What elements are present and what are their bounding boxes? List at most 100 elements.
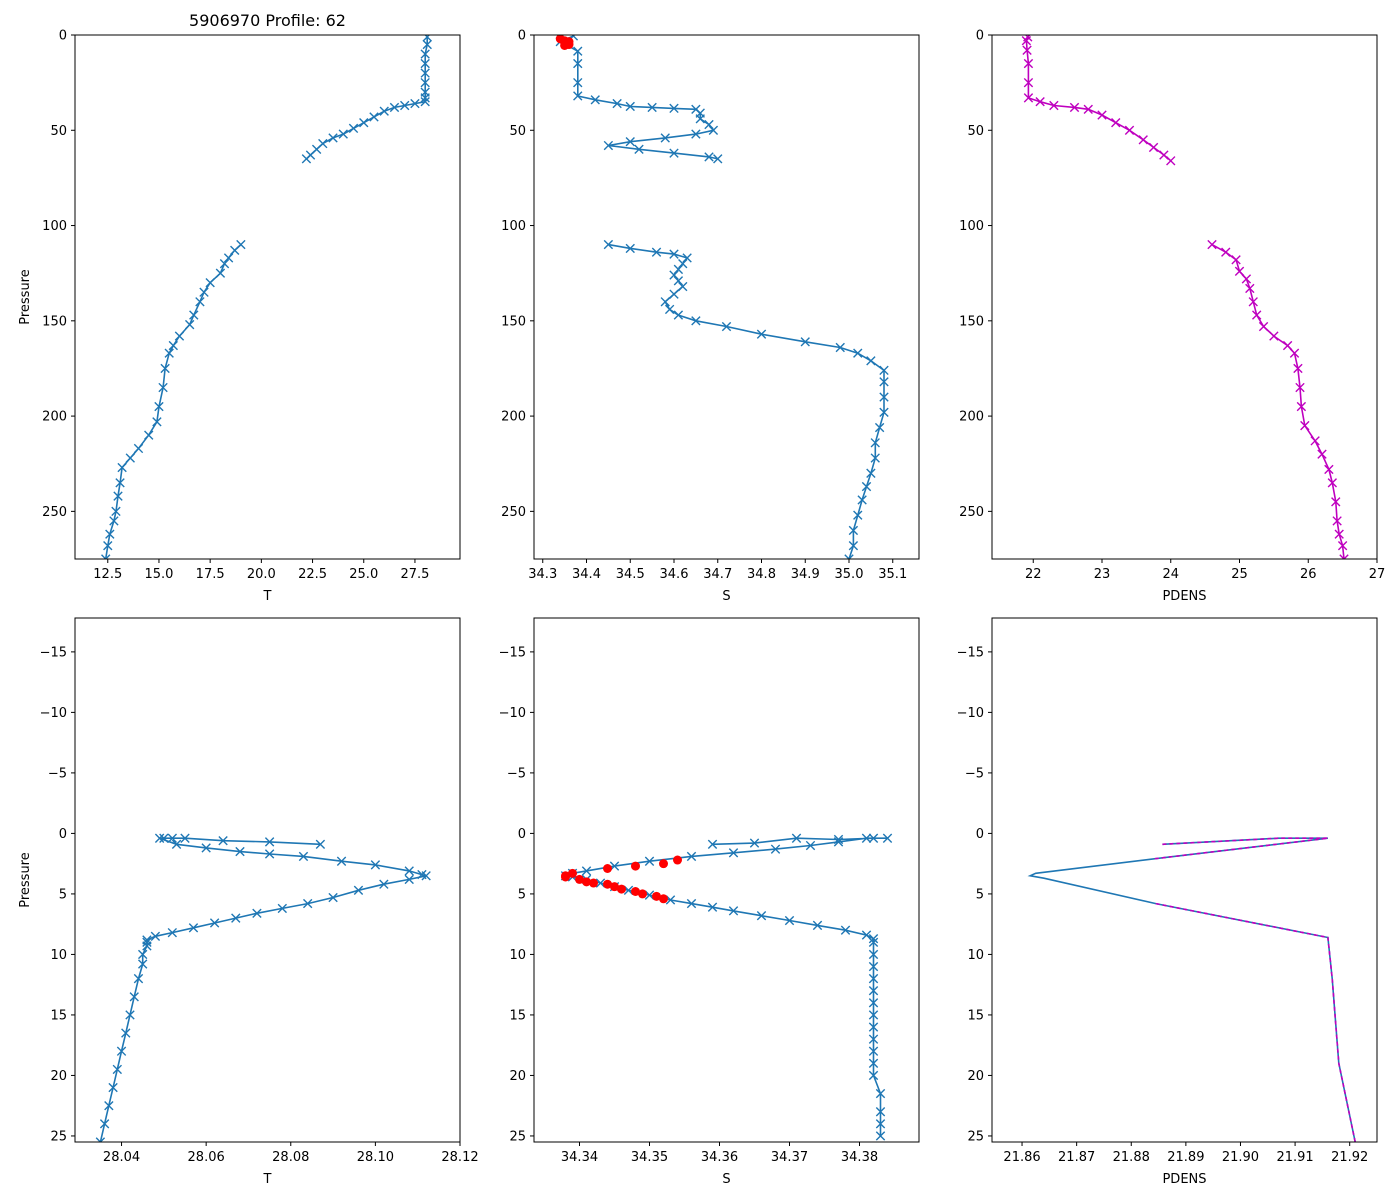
data-point-bottom-T-39 (112, 1064, 123, 1075)
data-point-top-PDENS-22 (1245, 283, 1255, 294)
y-tick-label-top-S-0: 0 (518, 29, 526, 44)
data-point-top-T-42 (117, 462, 127, 473)
data-point-top-T-45 (111, 506, 121, 517)
data-point-bottom-T-18 (379, 879, 389, 889)
series-line-top-PDENS-0 (1025, 36, 1172, 162)
x-tick-label-top-PDENS-3: 25 (1231, 567, 1248, 582)
data-point-top-S-28 (682, 253, 692, 263)
y-axis-label-bottom-T: Pressure (18, 852, 33, 908)
data-point-top-S-2 (573, 46, 583, 56)
data-point-top-S-57 (848, 540, 859, 551)
data-point-bottom-T-20 (328, 892, 338, 903)
data-point-top-T-14 (359, 117, 369, 128)
x-tick-label-bottom-T-3: 28.10 (357, 1150, 394, 1165)
x-tick-label-bottom-S-4: 34.38 (841, 1150, 878, 1165)
data-point-bottom-S-48 (875, 1131, 886, 1141)
data-point-bottom-S-28 (784, 915, 795, 926)
data-point-bottom-T-22 (277, 903, 288, 914)
data-point-top-PDENS-31 (1296, 401, 1307, 412)
data-point-bottom-S-36 (868, 973, 879, 984)
data-point-top-PDENS-30 (1295, 382, 1305, 393)
data-point-bottom-S-2 (791, 833, 802, 843)
flagged-point-bottom-S-3 (603, 864, 612, 874)
data-point-top-S-24 (603, 239, 614, 250)
data-point-bottom-T-0 (315, 839, 326, 849)
data-point-top-S-31 (669, 270, 679, 280)
y-tick-label-bottom-PDENS-5: 10 (967, 948, 984, 963)
data-point-top-S-50 (870, 438, 880, 448)
x-tick-label-top-T-5: 25.0 (349, 567, 378, 582)
data-point-top-S-37 (673, 310, 684, 320)
series-line-top-S-1 (608, 243, 885, 559)
data-point-bottom-T-23 (252, 908, 262, 918)
x-axis-label-top-PDENS: PDENS (1162, 589, 1206, 604)
y-tick-label-bottom-S-2: −5 (507, 766, 526, 781)
data-point-bottom-S-12 (644, 856, 655, 866)
data-point-bottom-T-43 (95, 1137, 106, 1142)
y-tick-label-top-T-1: 50 (50, 124, 67, 139)
plot-area-bottom-S (560, 833, 893, 1141)
data-point-bottom-S-41 (868, 1034, 879, 1044)
data-point-bottom-S-42 (868, 1046, 879, 1056)
data-point-bottom-T-1 (264, 837, 275, 847)
data-point-top-S-14 (704, 119, 714, 130)
panel-top-PDENS: 22 23 24 25 26 27 0 50 100 150 200 250 PDENS (959, 29, 1385, 605)
x-tick-label-bottom-PDENS-1: 21.87 (1058, 1150, 1095, 1165)
data-point-bottom-S-0 (707, 839, 718, 849)
data-point-top-S-51 (870, 453, 880, 463)
flagged-point-bottom-S-4 (568, 868, 577, 878)
overlay-line-bottom-PDENS-1 (1155, 902, 1356, 1142)
data-point-top-S-41 (800, 337, 810, 347)
data-point-top-PDENS-23 (1248, 297, 1258, 307)
data-point-top-S-47 (879, 392, 889, 402)
data-point-top-S-56 (848, 525, 859, 536)
data-point-top-T-29 (195, 297, 205, 307)
data-point-top-T-44 (113, 491, 123, 501)
data-point-top-PDENS-28 (1289, 348, 1300, 358)
axes-frame-bottom-PDENS (991, 617, 1378, 1143)
data-point-top-T-12 (379, 106, 389, 116)
data-point-top-T-37 (154, 401, 164, 412)
y-tick-label-top-T-0: 0 (59, 29, 67, 44)
data-point-top-T-8 (420, 96, 430, 107)
flagged-point-top-S-5 (560, 40, 570, 50)
y-tick-label-bottom-T-2: −5 (48, 766, 67, 781)
y-tick-label-top-T-5: 250 (42, 505, 67, 520)
y-tick-label-bottom-PDENS-2: −5 (965, 766, 984, 781)
data-point-top-PDENS-9 (1083, 104, 1093, 115)
data-point-top-T-35 (160, 363, 170, 374)
data-point-bottom-S-35 (868, 961, 879, 972)
data-point-top-PDENS-41 (1339, 554, 1349, 559)
data-point-bottom-T-26 (188, 923, 199, 933)
axes-frame-top-S (533, 34, 920, 560)
y-tick-label-bottom-PDENS-8: 25 (967, 1129, 984, 1144)
x-tick-label-top-S-3: 34.6 (660, 567, 689, 582)
data-point-top-PDENS-26 (1269, 331, 1279, 341)
data-point-top-PDENS-6 (1035, 96, 1045, 107)
flagged-point-bottom-S-9 (589, 878, 598, 888)
x-tick-label-bottom-S-1: 34.35 (631, 1150, 668, 1165)
data-point-top-PDENS-2 (1022, 45, 1032, 55)
x-tick-label-top-PDENS-1: 23 (1094, 567, 1111, 582)
x-tick-label-top-S-5: 34.8 (747, 567, 776, 582)
data-point-top-S-25 (625, 243, 635, 254)
y-tick-label-bottom-T-8: 25 (50, 1129, 67, 1144)
data-point-top-PDENS-12 (1124, 125, 1135, 135)
data-point-bottom-T-27 (167, 927, 178, 938)
data-point-bottom-S-9 (770, 844, 781, 854)
data-point-top-S-7 (612, 98, 622, 109)
chart-title: 5906970 Profile: 62 (189, 11, 346, 30)
x-tick-label-top-T-0: 12.5 (93, 567, 122, 582)
data-point-bottom-T-30 (142, 937, 152, 948)
data-point-top-T-15 (348, 123, 359, 134)
x-tick-label-top-PDENS-2: 24 (1162, 567, 1179, 582)
data-point-top-S-44 (866, 356, 876, 366)
data-point-top-PDENS-21 (1241, 274, 1252, 284)
series-line-top-S-0 (558, 35, 718, 160)
overlay-line-bottom-PDENS-0 (1154, 837, 1328, 860)
y-tick-label-bottom-T-5: 10 (50, 948, 67, 963)
data-point-bottom-T-19 (353, 885, 364, 895)
data-point-top-S-30 (673, 264, 684, 275)
x-tick-label-bottom-PDENS-0: 21.86 (1003, 1150, 1040, 1165)
